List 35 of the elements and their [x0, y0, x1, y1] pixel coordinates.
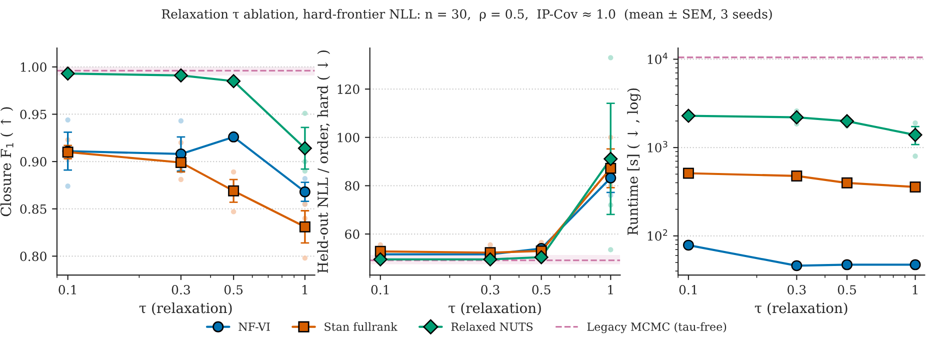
x-axis-title: τ (relaxation) — [754, 302, 848, 316]
y-tick-label: 10$^{2}$ — [648, 229, 668, 241]
y-tick-label: 80 — [345, 181, 360, 191]
text: Relaxation τ ablation, hard-frontier NLL: n = 30, ρ = 0.5, IP-Cov ≈ 1.0 (mean ± SEM, 3 seeds) — [162, 9, 772, 22]
legend-label: Stan fullrank — [324, 322, 398, 331]
x-tick-label: 0.1 — [58, 285, 76, 294]
x-tick-label: 1 — [608, 285, 613, 294]
y-tick-label: 0.90 — [20, 157, 46, 166]
x-tick-label: 1 — [302, 285, 308, 294]
legend-label: Relaxed NUTS — [451, 322, 533, 331]
x-tick-label: 0.5 — [838, 285, 856, 294]
y-axis-title: Runtime [s] ( ↓ , log) — [627, 88, 641, 235]
legend-label: NF-VI — [238, 322, 270, 331]
y-axis-title: Closure F$_{1}$ ( ↑ ) — [0, 107, 14, 216]
x-tick-label: 0.5 — [532, 285, 550, 294]
x-tick-label: 1 — [912, 285, 918, 294]
y-tick-label: 0.95 — [20, 110, 46, 120]
y-tick-label: 10$^{3}$ — [648, 140, 668, 152]
x-axis-title: τ (relaxation) — [139, 302, 232, 316]
x-tick-label: 0.3 — [481, 285, 500, 294]
y-tick-label: 60 — [345, 229, 360, 239]
x-tick-label: 0.5 — [224, 285, 243, 294]
x-tick-label: 0.1 — [371, 285, 389, 294]
y-tick-label: 0.80 — [20, 252, 46, 262]
y-axis-title: Held-out NLL / order, hard ( ↓ ) — [317, 50, 330, 273]
legend-label: Legacy MCMC (tau-free) — [587, 322, 726, 334]
y-tick-label: 1.00 — [20, 62, 46, 72]
y-tick-label: 10$^{4}$ — [648, 52, 668, 64]
x-tick-label: 0.3 — [788, 285, 806, 294]
x-tick-label: 0.1 — [679, 285, 697, 294]
y-tick-label: 100 — [338, 132, 360, 142]
y-tick-label: 0.85 — [20, 204, 46, 214]
x-axis-title: τ (relaxation) — [448, 302, 541, 316]
y-tick-label: 120 — [338, 84, 360, 94]
x-tick-label: 0.3 — [172, 285, 190, 294]
